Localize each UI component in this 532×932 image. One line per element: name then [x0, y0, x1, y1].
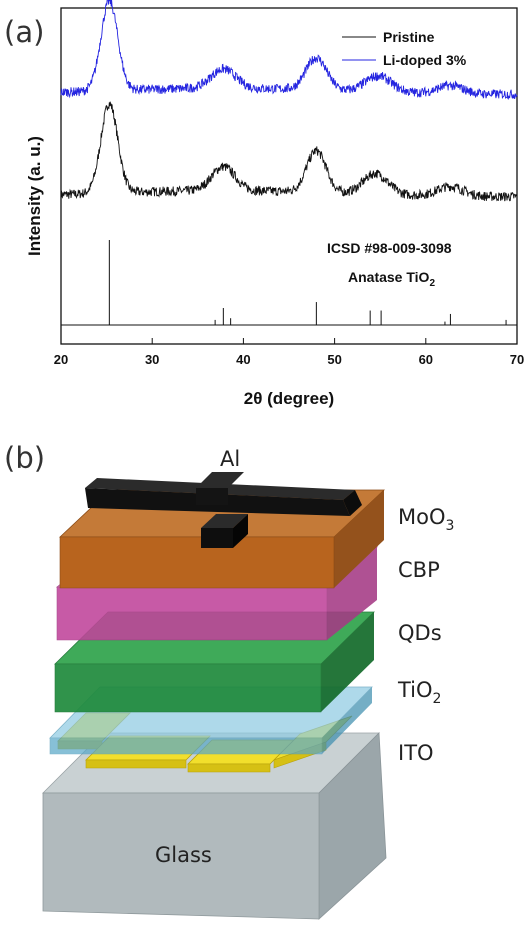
ito-label: ITO: [398, 741, 434, 765]
series-line-li-doped: [60, 0, 518, 100]
device-stack-diagram: Al MoO3 CBP QDs TiO2 ITO Glass: [42, 447, 454, 920]
xrd-chart: 20 30 40 50 60 70 2θ (degree) Intensity (a. u…: [25, 0, 524, 408]
tio2-label: TiO2: [397, 678, 441, 707]
panel-b-label: (b): [4, 441, 45, 475]
legend-label-pristine: Pristine: [383, 29, 435, 45]
al-label: Al: [220, 447, 240, 471]
legend: Pristine Li-doped 3%: [342, 29, 467, 68]
x-ticks: 20 30 40 50 60 70: [54, 338, 524, 367]
reference-card-label: ICSD #98-009-3098: [327, 240, 452, 256]
al-top-electrode: [85, 472, 362, 548]
x-axis-title: 2θ (degree): [244, 389, 334, 408]
reference-phase-label: Anatase TiO2: [348, 269, 435, 289]
legend-label-li-doped: Li-doped 3%: [383, 52, 467, 68]
x-tick-label: 70: [510, 352, 524, 367]
x-tick-label: 60: [419, 352, 433, 367]
x-tick-label: 40: [236, 352, 250, 367]
series-line-pristine: [60, 101, 518, 202]
reference-pattern: [61, 240, 517, 326]
moo3-label: MoO3: [398, 505, 454, 534]
qds-label: QDs: [398, 621, 442, 645]
x-tick-label: 50: [327, 352, 341, 367]
glass-substrate: [42, 732, 387, 920]
cbp-label: CBP: [398, 558, 440, 582]
x-tick-label: 20: [54, 352, 68, 367]
glass-label: Glass: [155, 843, 212, 867]
series-layer: [60, 0, 518, 202]
x-tick-label: 30: [145, 352, 159, 367]
plot-frame: [60, 7, 518, 345]
y-axis-title: Intensity (a. u.): [25, 136, 44, 256]
panel-a-label: (a): [4, 15, 44, 49]
